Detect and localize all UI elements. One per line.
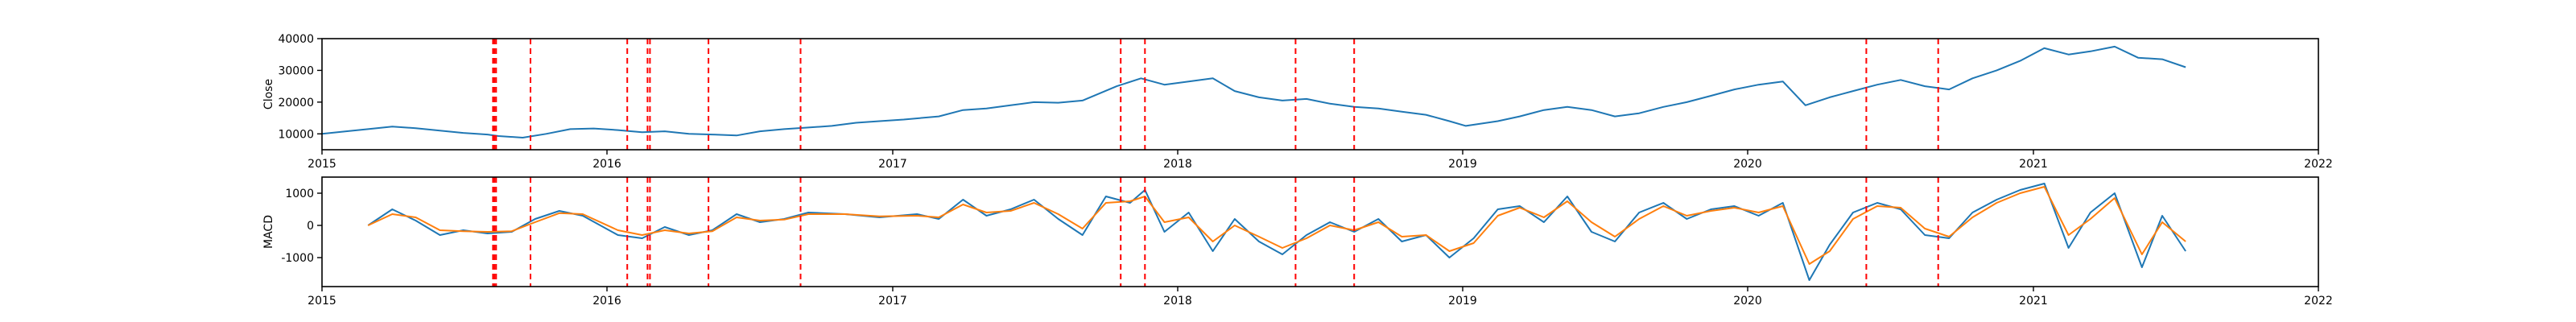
x-tick-label: 2020	[1733, 295, 1762, 308]
x-tick-label: 2022	[2304, 295, 2333, 308]
y-tick-label: -1000	[281, 252, 314, 265]
x-tick-label: 2016	[592, 295, 621, 308]
x-tick-label: 2015	[308, 295, 336, 308]
series-line-1	[367, 183, 2186, 281]
x-tick-label: 2016	[592, 158, 621, 171]
y-tick-label: 0	[307, 220, 314, 233]
y-tick-label: 20000	[278, 97, 314, 109]
y-tick-label: 30000	[278, 64, 314, 77]
x-tick-label: 2018	[1163, 295, 1192, 308]
chart-panel-2: 2015 2016 2017 2018 2019 2020 2021 2022 -1000 0 10…	[262, 176, 2333, 308]
x-tick-label: 2021	[2019, 295, 2048, 308]
y-axis-label: MACD	[262, 215, 275, 249]
y-tick-label: 10000	[278, 128, 314, 141]
x-tick-label: 2022	[2304, 158, 2333, 171]
plot-frame	[321, 176, 2319, 287]
x-tick-label: 2019	[1448, 295, 1477, 308]
y-tick-label: 40000	[278, 33, 314, 46]
y-tick-label: 1000	[285, 188, 314, 200]
x-tick-label: 2018	[1163, 158, 1192, 171]
chart-panel-1: 2015 2016 2017 2018 2019 2020 2021 2022 10000 200…	[262, 33, 2333, 171]
x-tick-label: 2017	[878, 295, 907, 308]
x-tick-label: 2021	[2019, 158, 2048, 171]
plot-frame	[321, 38, 2319, 151]
x-tick-label: 2017	[878, 158, 907, 171]
series-line-1	[322, 45, 2186, 138]
x-tick-label: 2015	[308, 158, 336, 171]
x-tick-label: 2020	[1733, 158, 1762, 171]
x-tick-label: 2019	[1448, 158, 1477, 171]
y-axis-label: Close	[262, 79, 275, 109]
series-line-2	[367, 186, 2186, 265]
